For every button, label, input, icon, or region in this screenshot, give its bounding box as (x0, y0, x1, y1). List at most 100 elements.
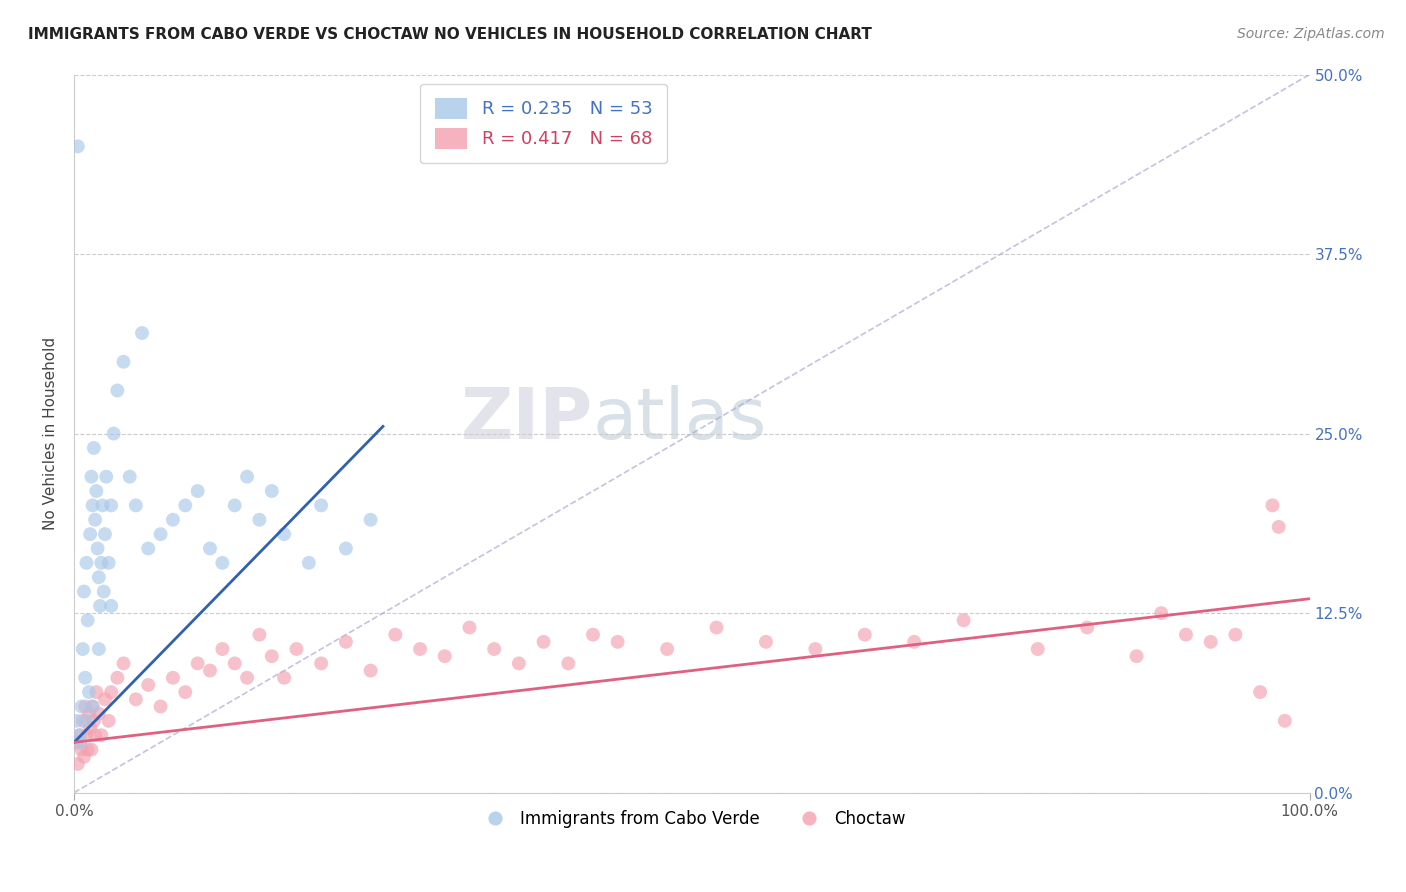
Point (335, 635, 357, 649)
Point (70, 742, 93, 756)
Point (224, 657, 246, 671)
Point (75, 728, 97, 742)
Point (83, 441, 105, 455)
Point (91, 499, 114, 513)
Point (97, 714, 120, 728)
Point (69, 728, 91, 742)
Point (84, 728, 107, 742)
Point (755, 635, 778, 649)
Point (100, 685, 122, 699)
Point (100, 599, 122, 613)
Point (384, 628, 406, 642)
Point (112, 355, 135, 369)
Point (105, 384, 128, 398)
Point (1249, 685, 1271, 699)
Point (1225, 628, 1247, 642)
Text: atlas: atlas (593, 384, 768, 454)
Point (77, 685, 100, 699)
Point (94, 527, 117, 541)
Point (100, 499, 122, 513)
Point (360, 664, 382, 678)
Point (66, 756, 89, 771)
Point (309, 499, 332, 513)
Point (125, 692, 148, 706)
Point (211, 642, 233, 657)
Point (1175, 628, 1198, 642)
Point (76, 613, 98, 627)
Point (162, 671, 184, 685)
Legend: Immigrants from Cabo Verde, Choctaw: Immigrants from Cabo Verde, Choctaw (471, 804, 912, 835)
Point (482, 642, 505, 657)
Point (96, 469, 118, 483)
Point (1150, 606, 1173, 620)
Point (73, 584, 96, 599)
Point (187, 483, 209, 498)
Point (90, 556, 112, 570)
Point (458, 620, 481, 634)
Point (67, 728, 90, 742)
Point (131, 326, 153, 340)
Point (103, 426, 125, 441)
Point (533, 635, 555, 649)
Point (80, 742, 103, 756)
Y-axis label: No Vehicles in Household: No Vehicles in Household (44, 337, 58, 530)
Point (72, 642, 94, 657)
Point (360, 513, 382, 527)
Point (655, 642, 678, 657)
Point (83, 714, 105, 728)
Point (1261, 499, 1284, 513)
Point (273, 527, 295, 541)
Point (86, 685, 108, 699)
Point (1076, 620, 1098, 634)
Point (125, 499, 148, 513)
Point (89, 599, 111, 613)
Point (82, 699, 104, 714)
Point (79, 721, 101, 735)
Text: Source: ZipAtlas.com: Source: ZipAtlas.com (1237, 27, 1385, 41)
Point (118, 469, 141, 483)
Point (1274, 714, 1296, 728)
Point (198, 541, 221, 556)
Point (1125, 649, 1147, 664)
Point (174, 685, 197, 699)
Point (247, 513, 270, 527)
Point (260, 649, 283, 664)
Point (335, 541, 357, 556)
Point (82, 499, 104, 513)
Point (853, 628, 876, 642)
Point (236, 469, 259, 483)
Point (309, 657, 332, 671)
Point (285, 642, 308, 657)
Point (69, 735, 91, 749)
Point (198, 664, 221, 678)
Point (1026, 642, 1049, 657)
Point (260, 483, 283, 498)
Point (298, 556, 321, 570)
Point (557, 657, 579, 671)
Point (224, 499, 246, 513)
Point (86, 483, 108, 498)
Point (187, 657, 209, 671)
Point (87, 570, 110, 584)
Point (65, 714, 87, 728)
Point (903, 635, 925, 649)
Point (66, 139, 89, 153)
Point (952, 613, 974, 627)
Point (606, 635, 628, 649)
Point (236, 671, 259, 685)
Point (76, 742, 98, 756)
Point (73, 749, 96, 764)
Point (93, 584, 115, 599)
Point (136, 541, 159, 556)
Point (75, 699, 97, 714)
Point (804, 642, 827, 657)
Point (75, 556, 97, 570)
Point (174, 499, 197, 513)
Point (706, 620, 728, 634)
Text: IMMIGRANTS FROM CABO VERDE VS CHOCTAW NO VEHICLES IN HOUSEHOLD CORRELATION CHART: IMMIGRANTS FROM CABO VERDE VS CHOCTAW NO… (28, 27, 872, 42)
Point (247, 628, 270, 642)
Point (149, 527, 172, 541)
Point (1199, 635, 1222, 649)
Point (273, 671, 295, 685)
Point (409, 642, 432, 657)
